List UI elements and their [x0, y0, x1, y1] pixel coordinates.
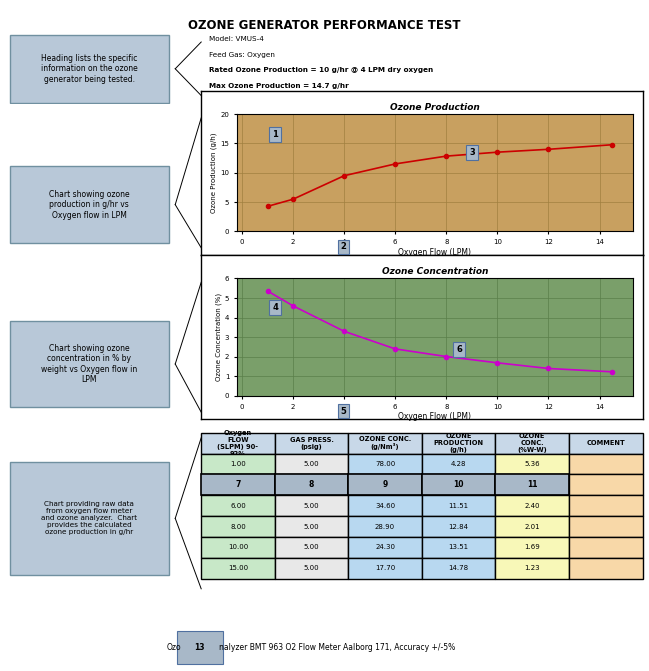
Text: nalyzer BMT 963 O2 Flow Meter Aalborg 171, Accuracy +/-5%: nalyzer BMT 963 O2 Flow Meter Aalborg 17…	[219, 643, 456, 652]
Text: 2: 2	[341, 242, 347, 252]
Text: 1: 1	[273, 130, 278, 139]
Text: Rated Ozone Production = 10 g/hr @ 4 LPM dry oxygen: Rated Ozone Production = 10 g/hr @ 4 LPM…	[209, 67, 433, 73]
Title: Ozone Production: Ozone Production	[390, 103, 480, 112]
FancyBboxPatch shape	[10, 35, 169, 103]
Y-axis label: Ozone Concentration (%): Ozone Concentration (%)	[215, 293, 222, 381]
Text: 3: 3	[469, 148, 474, 157]
X-axis label: Oxygen Flow (LPM): Oxygen Flow (LPM)	[398, 248, 471, 257]
Text: 4: 4	[273, 303, 278, 312]
Text: Ozo: Ozo	[167, 643, 182, 652]
X-axis label: Oxygen Flow (LPM): Oxygen Flow (LPM)	[398, 412, 471, 421]
Text: Chart providing raw data
from oxygen flow meter
and ozone analyzer.  Chart
provi: Chart providing raw data from oxygen flo…	[41, 501, 138, 535]
Text: OZONE GENERATOR PERFORMANCE TEST: OZONE GENERATOR PERFORMANCE TEST	[188, 19, 461, 32]
Text: Max Ozone Concentration = 5.3 % @ 1.0 LPM: Max Ozone Concentration = 5.3 % @ 1.0 LP…	[209, 99, 392, 105]
Text: 6: 6	[456, 346, 462, 354]
Title: Ozone Concentration: Ozone Concentration	[382, 267, 488, 276]
Y-axis label: Ozone Production (g/h): Ozone Production (g/h)	[211, 133, 217, 213]
Text: Feed Gas: Oxygen: Feed Gas: Oxygen	[209, 52, 275, 58]
FancyBboxPatch shape	[10, 321, 169, 407]
Text: Chart showing ozone
concentration in % by
weight vs Oxygen flow in
LPM: Chart showing ozone concentration in % b…	[41, 344, 138, 384]
Text: 5: 5	[341, 407, 347, 416]
Text: Chart showing ozone
production in g/hr vs
Oxygen flow in LPM: Chart showing ozone production in g/hr v…	[49, 190, 130, 219]
Text: 13: 13	[195, 643, 205, 652]
Text: Heading lists the specific
information on the ozone
generator being tested.: Heading lists the specific information o…	[41, 54, 138, 84]
Text: Max Ozone Production = 14.7 g/hr: Max Ozone Production = 14.7 g/hr	[209, 83, 349, 89]
Text: Model: VMUS-4: Model: VMUS-4	[209, 36, 263, 42]
FancyBboxPatch shape	[10, 462, 169, 574]
FancyBboxPatch shape	[10, 166, 169, 244]
FancyBboxPatch shape	[177, 631, 223, 664]
